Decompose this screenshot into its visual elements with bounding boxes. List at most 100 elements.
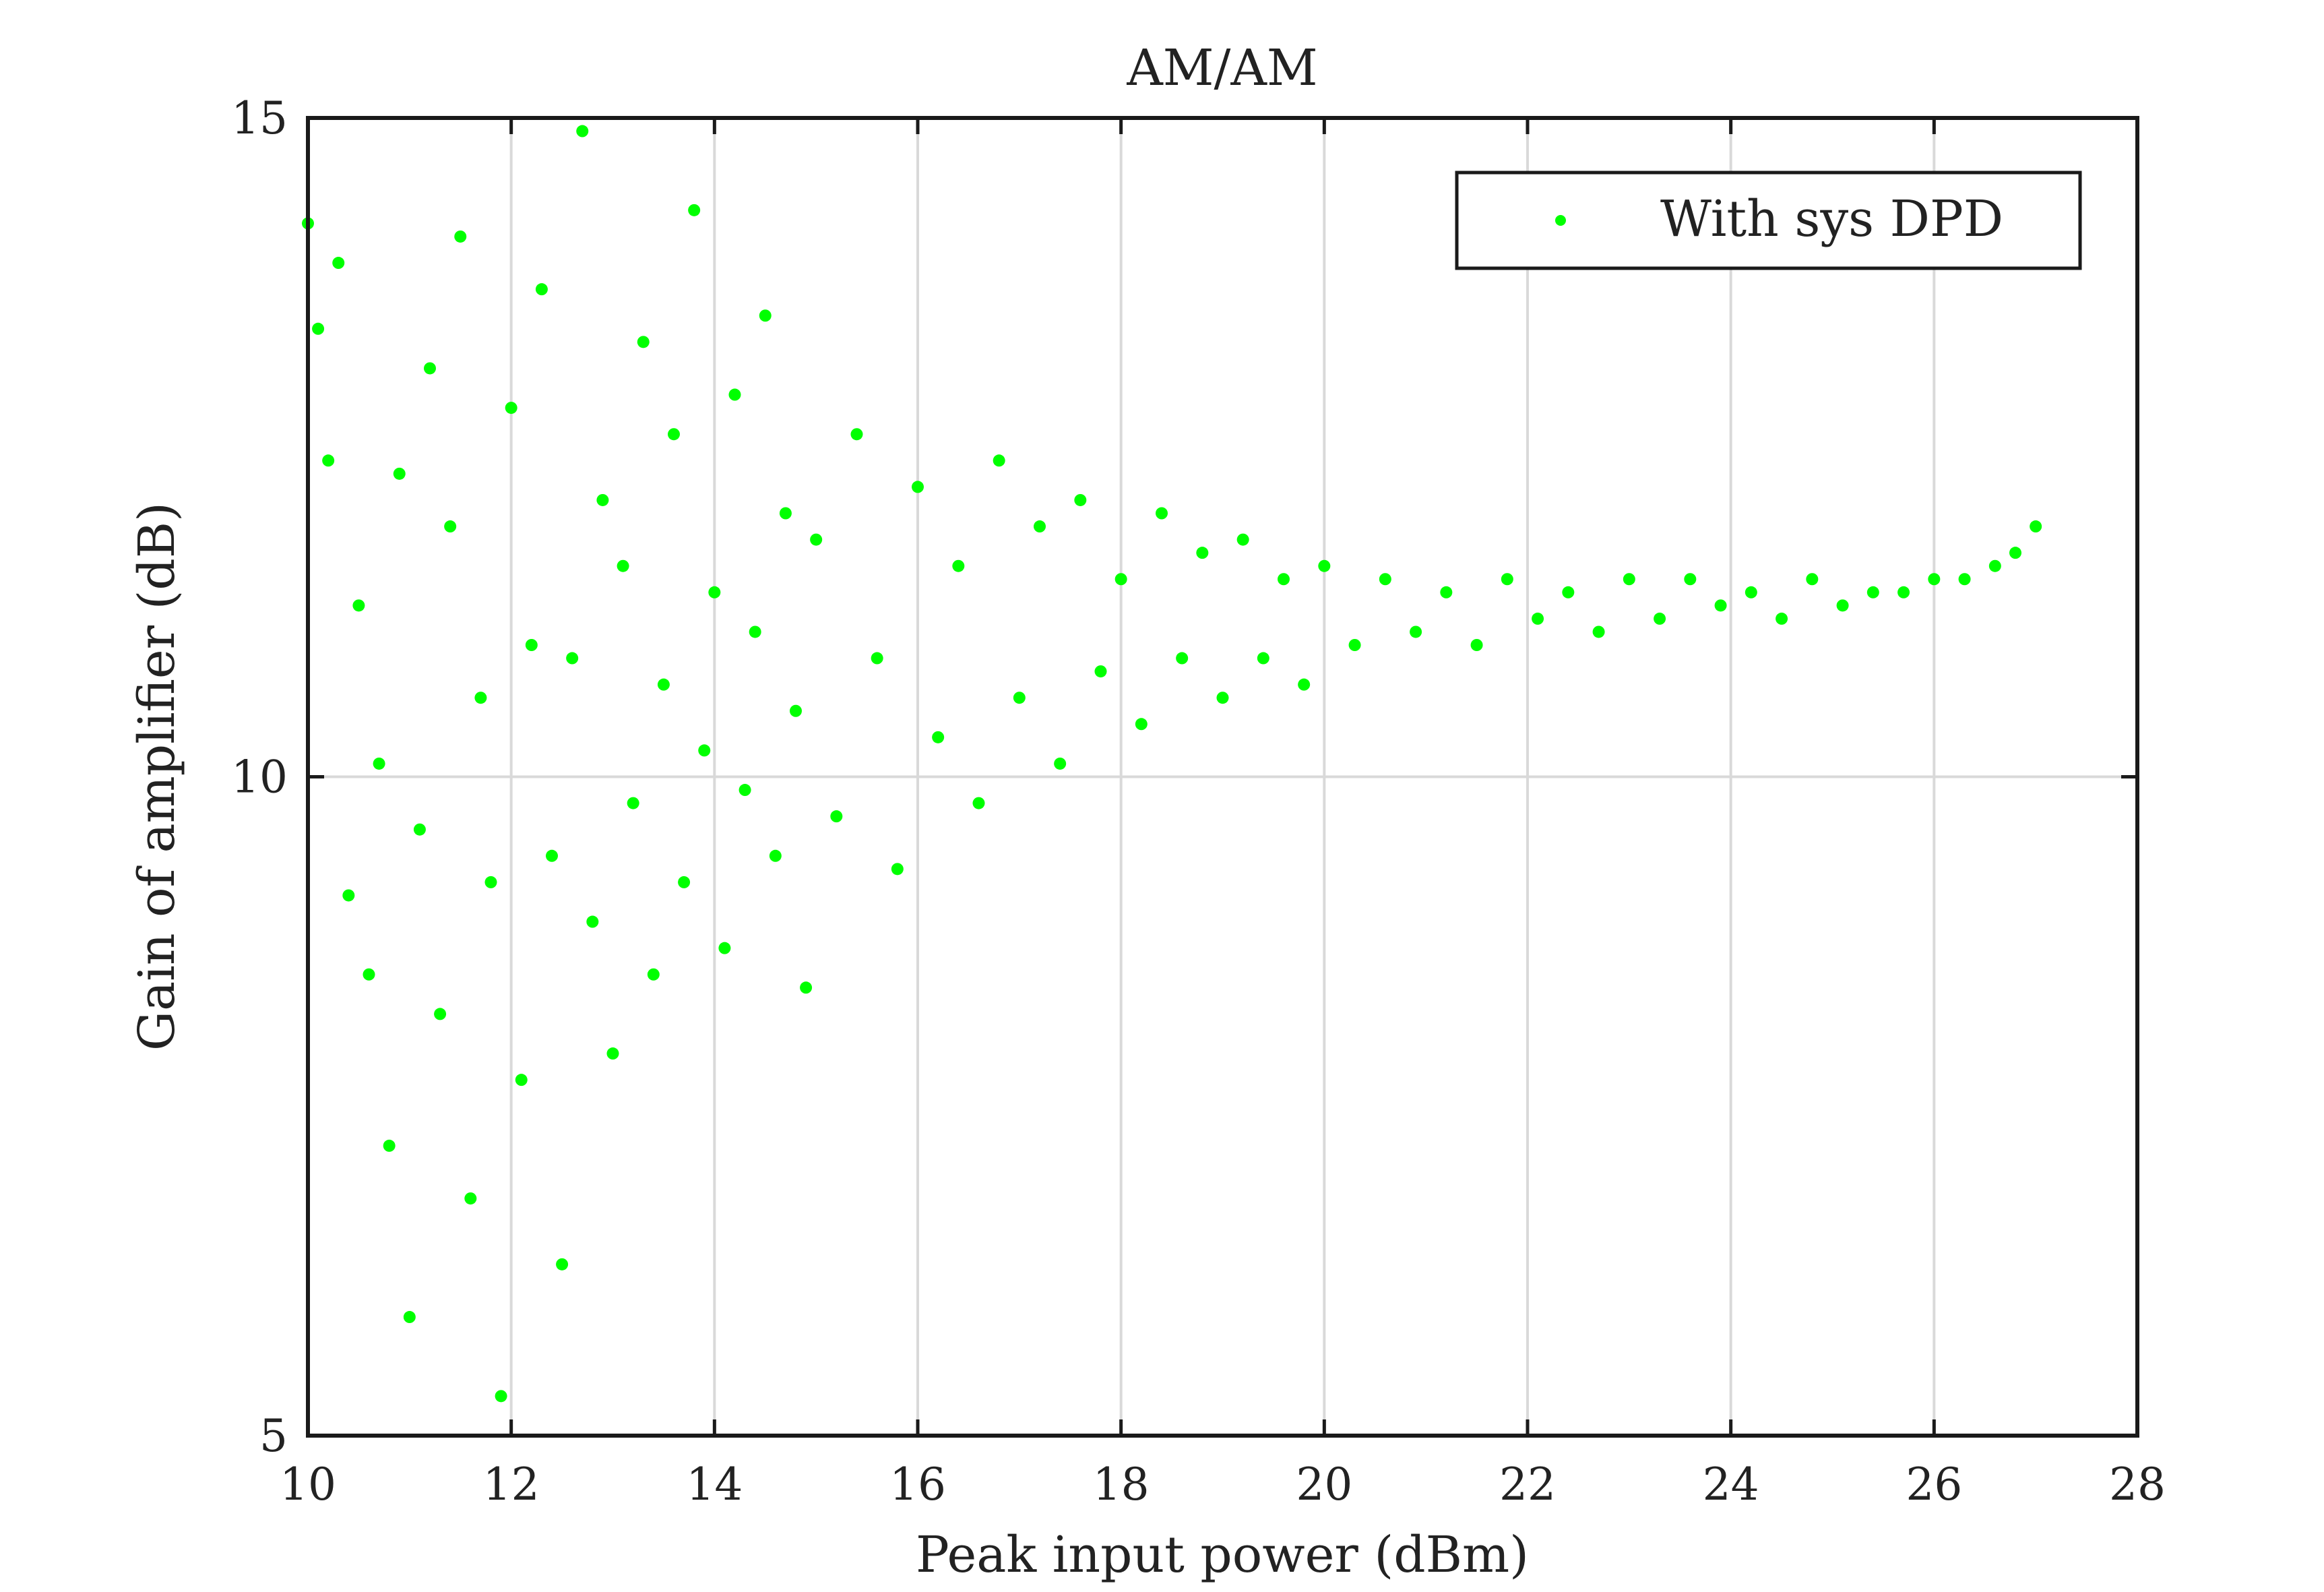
x-tick-label: 24 (1703, 1459, 1759, 1510)
scatter-point (546, 849, 558, 862)
axis-ticks (306, 116, 2139, 1438)
scatter-point (749, 625, 761, 638)
x-tick-label: 12 (483, 1459, 540, 1510)
scatter-point (1034, 520, 1046, 533)
scatter-point (1714, 599, 1727, 612)
legend-marker (1555, 215, 1566, 226)
scatter-point (1928, 573, 1941, 586)
scatter-point (1654, 612, 1666, 625)
scatter-point (850, 428, 863, 441)
x-axis-label: Peak input power (dBm) (916, 1526, 1529, 1584)
scatter-point (617, 559, 629, 572)
x-tick-label: 14 (686, 1459, 743, 1510)
scatter-point (1298, 678, 1311, 691)
scatter-point (932, 731, 945, 743)
scatter-point (739, 784, 751, 797)
x-tick-label: 18 (1093, 1459, 1150, 1510)
scatter-point (1216, 692, 1229, 704)
scatter-point (576, 125, 589, 137)
scatter-point (657, 678, 670, 691)
scatter-point (800, 981, 813, 994)
scatter-point (1379, 573, 1391, 586)
y-tick-label: 10 (231, 752, 288, 803)
scatter-point (1501, 573, 1513, 586)
scatter-point (1532, 612, 1544, 625)
scatter-point (1592, 625, 1605, 638)
grid-lines (308, 118, 2137, 1436)
scatter-point (403, 1311, 416, 1324)
scatter-point (1236, 533, 1249, 546)
scatter-point (1776, 612, 1788, 625)
y-tick-label: 15 (231, 92, 288, 144)
x-tick-label: 20 (1296, 1459, 1352, 1510)
scatter-point (1684, 573, 1697, 586)
scatter-point (627, 797, 639, 809)
scatter-point (556, 1258, 569, 1270)
scatter-point (484, 876, 497, 888)
scatter-point (1348, 639, 1361, 651)
scatter-point (424, 362, 436, 375)
scatter-point (474, 692, 487, 704)
scatter-point (1897, 586, 1910, 599)
scatter-point (1054, 757, 1067, 770)
scatter-point (352, 599, 365, 612)
scatter-point (393, 467, 406, 480)
x-tick-label: 28 (2109, 1459, 2166, 1510)
scatter-point (952, 559, 965, 572)
scatter-point (779, 507, 792, 520)
scatter-point (891, 863, 904, 876)
scatter-point (1074, 493, 1087, 506)
scatter-point (1278, 573, 1290, 586)
scatter-point (1836, 599, 1849, 612)
x-tick-label: 10 (280, 1459, 336, 1510)
scatter-point (718, 942, 731, 954)
scatter-point (1176, 652, 1189, 665)
scatter-point (525, 639, 538, 651)
scatter-point (413, 823, 426, 836)
scatter-point (790, 704, 802, 717)
scatter-point (912, 481, 924, 493)
scatter-point (1623, 573, 1635, 586)
scatter-point (1958, 573, 1971, 586)
scatter-point (647, 968, 660, 981)
scatter-point (383, 1139, 396, 1152)
scatter-point (668, 428, 680, 441)
scatter-point (464, 1192, 477, 1205)
scatter-point (312, 322, 325, 335)
x-tick-label: 16 (889, 1459, 946, 1510)
scatter-point (495, 1390, 507, 1403)
scatter-point (2009, 547, 2021, 559)
scatter-point (606, 1047, 619, 1060)
scatter-point (535, 283, 548, 296)
scatter-point (332, 257, 345, 270)
scatter-point (1806, 573, 1819, 586)
scatter-point (586, 915, 599, 928)
x-tick-label: 26 (1906, 1459, 1962, 1510)
scatter-point (1470, 639, 1483, 651)
data-points (302, 125, 2042, 1403)
chart-title: AM/AM (1126, 39, 1317, 97)
scatter-point (363, 968, 375, 981)
legend-label: With sys DPD (1660, 190, 2003, 248)
scatter-point (322, 454, 335, 467)
scatter-point (759, 309, 772, 322)
scatter-point (444, 520, 457, 533)
scatter-point (810, 533, 823, 546)
scatter-point (1745, 586, 1757, 599)
scatter-point (1257, 652, 1269, 665)
scatter-point (515, 1074, 528, 1086)
scatter-point (871, 652, 883, 665)
scatter-point (1094, 665, 1107, 678)
scatter-point (1013, 692, 1026, 704)
scatter-point (728, 388, 741, 401)
scatter-point (342, 889, 355, 902)
scatter-point (1866, 586, 1879, 599)
y-tick-label: 5 (259, 1410, 288, 1462)
scatter-point (993, 454, 1005, 467)
scatter-point (1114, 573, 1127, 586)
legend: With sys DPD (1455, 171, 2082, 270)
scatter-point (566, 652, 579, 665)
x-tick-label: 22 (1499, 1459, 1556, 1510)
